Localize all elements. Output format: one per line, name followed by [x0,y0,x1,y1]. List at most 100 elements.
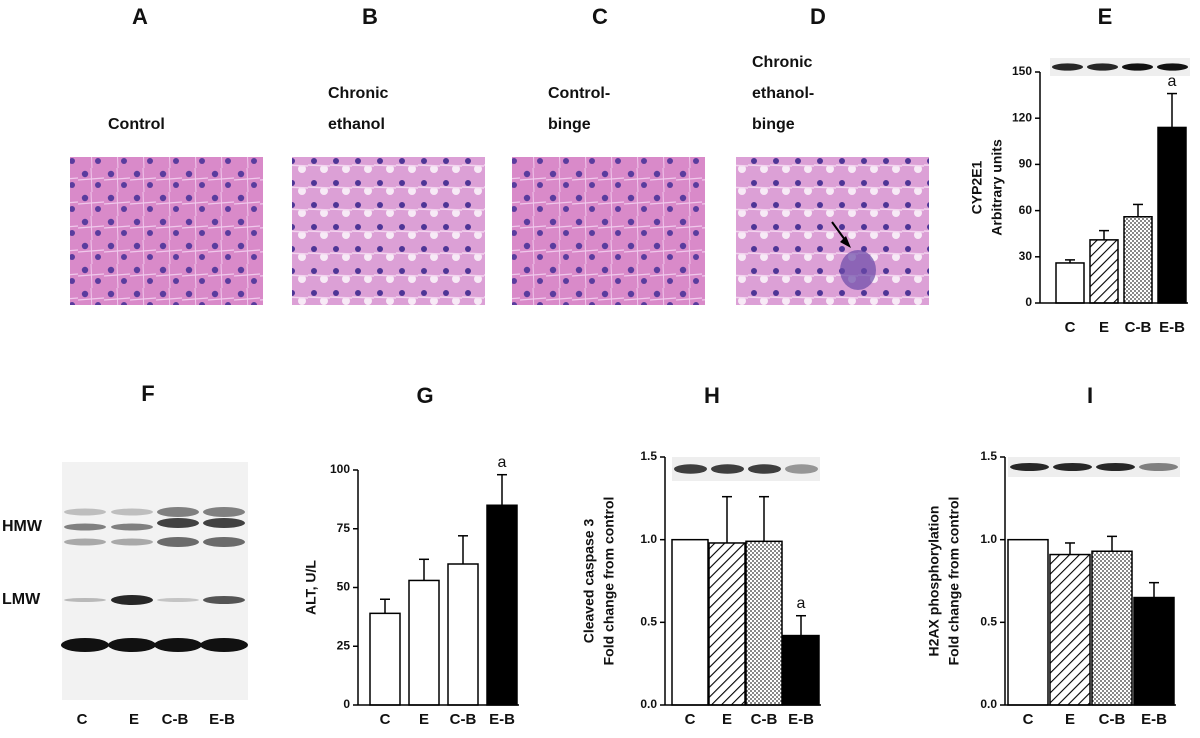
y-tick-label: 100 [330,462,350,476]
blot-band [108,638,156,652]
blot-band [111,595,153,605]
bar [408,579,440,706]
y-axis-label: Arbitrary units [989,139,1005,236]
bar [708,542,746,706]
error-bar [722,495,732,543]
x-tick-label: C-B [162,711,189,728]
error-bar [458,535,468,564]
blot-band [711,464,744,474]
panel-label: G [416,383,433,408]
y-tick-label: 0.0 [980,697,997,711]
caption: Chronic [328,85,389,102]
panel-label: H [704,383,720,408]
x-tick-label: C-B [1099,711,1126,728]
blot-band [1157,63,1188,71]
error-bar [1099,229,1109,240]
x-tick-label: C [1023,711,1034,728]
y-axis-label: Cleaved caspase 3 [581,519,597,644]
bar [671,538,709,706]
x-tick-label: E-B [1159,319,1185,336]
caption: Control [108,116,165,133]
error-bar [1107,535,1117,552]
error-bar [497,473,507,506]
x-tick-label: C [77,711,88,728]
x-tick-label: E-B [489,711,515,728]
blot-band [1122,63,1153,71]
blot-band [1053,463,1092,471]
x-tick-label: E [129,711,139,728]
blot-band [61,638,109,652]
histology-image [292,157,485,305]
blot-band [1010,463,1049,471]
y-tick-label: 0.0 [640,697,657,711]
blot-band [111,508,153,516]
x-tick-label: C [1065,319,1076,336]
blot-band [1087,63,1118,71]
bar [1091,550,1133,706]
blot-image [62,462,248,700]
blot-band [1139,463,1178,471]
y-tick-label: 150 [1012,64,1032,78]
caption: Control- [548,85,610,102]
y-tick-label: 75 [337,521,351,535]
blot-band [203,518,245,528]
blot-band [64,538,106,546]
histology-image [512,157,705,305]
x-tick-label: C-B [751,711,778,728]
error-bar [380,598,390,614]
x-tick-label: E [722,711,732,728]
x-tick-label: C [380,711,391,728]
error-bar [1065,542,1075,555]
blot-band [157,537,199,547]
y-tick-label: 25 [337,638,351,652]
y-axis-label: ALT, U/L [303,560,319,615]
significance-marker: a [797,595,806,612]
blot-band [157,518,199,528]
y-tick-label: 1.5 [640,449,657,463]
infiltrate [840,250,876,290]
y-axis-label: Fold change from control [601,497,617,666]
error-bar [1133,203,1143,217]
histology-image [70,157,263,305]
bar [745,540,783,706]
blot-band [111,538,153,546]
bar [782,634,820,706]
x-tick-label: E-B [788,711,814,728]
bar [1055,262,1085,304]
panel-label: I [1087,383,1093,408]
y-tick-label: 60 [1019,203,1033,217]
y-tick-label: 1.0 [640,532,657,546]
y-tick-label: 0 [343,697,350,711]
bar [486,504,518,706]
caption: binge [548,116,591,133]
y-tick-label: 1.5 [980,449,997,463]
blot-image [1008,457,1180,477]
bar [1133,596,1175,706]
y-tick-label: 120 [1012,110,1032,124]
panel-label: F [141,381,154,406]
x-tick-label: C-B [450,711,477,728]
y-tick-label: 50 [337,580,351,594]
y-tick-label: 30 [1019,249,1033,263]
significance-marker: a [1168,73,1177,90]
y-axis-label: CYP2E1 [969,160,985,214]
y-tick-label: 0.5 [640,615,657,629]
y-axis-label: H2AX phosphorylation [926,506,942,657]
bar [1089,239,1119,304]
blot-band [748,464,781,474]
x-tick-label: C-B [1125,319,1152,336]
blot-band [203,507,245,517]
panel-label: C [592,4,608,29]
blot-band [64,508,106,516]
bar [1157,126,1187,304]
x-tick-label: E [1099,319,1109,336]
blot-band [1096,463,1135,471]
blot-band [154,638,202,652]
blot-band [1052,63,1083,71]
panel-label: D [810,4,826,29]
histology-image [736,157,929,305]
bar [369,612,401,706]
bar [1007,538,1049,706]
blot-band [674,464,707,474]
